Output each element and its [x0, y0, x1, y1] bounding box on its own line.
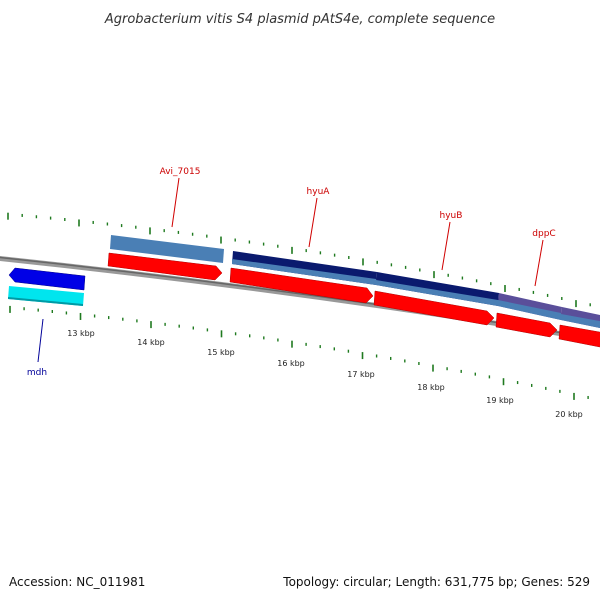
- summary-text: Topology: circular; Length: 631,775 bp; …: [283, 575, 590, 589]
- mdh-cds-arrow[interactable]: [8, 267, 86, 291]
- kbp-label: 14 kbp: [137, 338, 165, 347]
- kbp-label: 17 kbp: [347, 370, 375, 379]
- gene-label-avi7015[interactable]: Avi_7015: [160, 167, 201, 177]
- hyuB-leader: [441, 221, 451, 271]
- feature-bands: [110, 235, 600, 329]
- kbp-label: 16 kbp: [277, 359, 305, 368]
- hyuB-band-lower[interactable]: [376, 280, 498, 306]
- kbp-label: 18 kbp: [417, 383, 445, 392]
- inner-tick-arc: [9, 305, 589, 400]
- avi7015-leader: [171, 177, 180, 228]
- gene-label-mdh[interactable]: mdh: [27, 368, 47, 378]
- mdh-leader: [37, 318, 44, 363]
- mdh-band[interactable]: [8, 286, 84, 306]
- map-title: Agrobacterium vitis S4 plasmid pAtS4e, c…: [104, 12, 495, 27]
- avi7015-cds-arrow[interactable]: [107, 252, 223, 281]
- gene-label-hyuB[interactable]: hyuB: [440, 211, 463, 221]
- gene-label-dppC[interactable]: dppC: [532, 229, 555, 239]
- forward-cds-arrows: [107, 252, 600, 348]
- reverse-features: [8, 267, 86, 306]
- kbp-labels: 13 kbp 14 kbp 15 kbp 16 kbp 17 kbp 18 kb…: [67, 329, 583, 419]
- hyuA-band-lower[interactable]: [232, 259, 376, 285]
- kbp-label: 13 kbp: [67, 329, 95, 338]
- avi7015-band[interactable]: [110, 235, 224, 263]
- label-leaders: [37, 177, 544, 363]
- accession-text: Accession: NC_011981: [9, 575, 146, 589]
- gene-label-hyuA[interactable]: hyuA: [307, 187, 331, 197]
- dppC-band-lower[interactable]: [498, 300, 561, 320]
- outer-tick-arc: [7, 212, 591, 308]
- hyuB-cds-arrow[interactable]: [373, 290, 495, 326]
- gene-labels: Avi_7015 hyuA hyuB dppC mdh: [27, 167, 556, 378]
- kbp-label: 15 kbp: [207, 348, 235, 357]
- kbp-label: 20 kbp: [555, 410, 583, 419]
- next-gene-band-lower[interactable]: [561, 314, 600, 329]
- kbp-label: 19 kbp: [486, 396, 514, 405]
- hyuA-leader: [308, 197, 318, 248]
- hyuA-cds-arrow[interactable]: [229, 267, 374, 304]
- dppC-leader: [534, 239, 544, 287]
- dppC-cds-arrow[interactable]: [495, 312, 558, 338]
- mdh-band-shadow[interactable]: [8, 297, 83, 306]
- next-cds-arrow[interactable]: [558, 324, 600, 348]
